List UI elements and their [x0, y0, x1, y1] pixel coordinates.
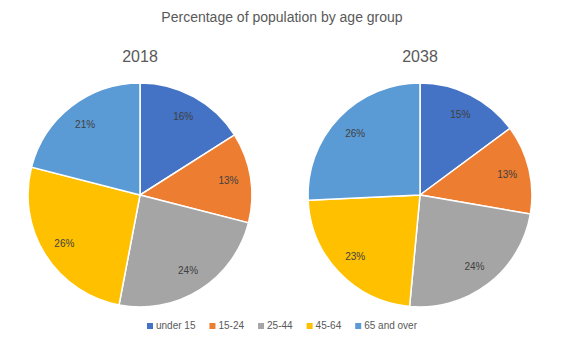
chart: Percentage of population by age group 16%…	[0, 0, 564, 350]
legend: under 15 15-24 25-44 45-64 65 and over	[147, 320, 418, 331]
pie-title: 2018	[122, 48, 158, 65]
data-label: 13%	[218, 175, 238, 186]
legend-swatch	[355, 323, 361, 329]
legend-label: 65 and over	[364, 320, 417, 331]
data-label: 16%	[173, 111, 193, 122]
legend-label: 15-24	[218, 320, 244, 331]
data-label: 26%	[54, 238, 74, 249]
pie-slice	[119, 195, 248, 307]
pie-slice	[308, 83, 420, 200]
pie-title: 2038	[402, 48, 438, 65]
data-label: 24%	[464, 261, 484, 272]
legend-item: 25-44	[258, 320, 293, 331]
pie-slice	[32, 83, 140, 195]
legend-label: 25-44	[267, 320, 293, 331]
data-label: 23%	[345, 251, 365, 262]
legend-item: 65 and over	[355, 320, 417, 331]
legend-swatch	[307, 323, 313, 329]
legend-item: 45-64	[307, 320, 342, 331]
legend-swatch	[209, 323, 215, 329]
data-label: 15%	[450, 109, 470, 120]
pie: 16% 13% 24% 26% 21%	[28, 83, 252, 307]
pie-slice	[410, 195, 531, 307]
legend-item: 15-24	[209, 320, 244, 331]
legend-item: under 15	[147, 320, 196, 331]
pie-slice	[308, 195, 420, 307]
pie: 15% 13% 24% 23% 26%	[308, 83, 532, 307]
chart-title: Percentage of population by age group	[161, 9, 403, 25]
data-label: 26%	[345, 128, 365, 139]
data-label: 21%	[75, 119, 95, 130]
legend-swatch	[258, 323, 264, 329]
data-label: 13%	[497, 169, 517, 180]
legend-swatch	[147, 323, 153, 329]
legend-label: under 15	[156, 320, 196, 331]
data-label: 24%	[178, 265, 198, 276]
legend-label: 45-64	[316, 320, 342, 331]
